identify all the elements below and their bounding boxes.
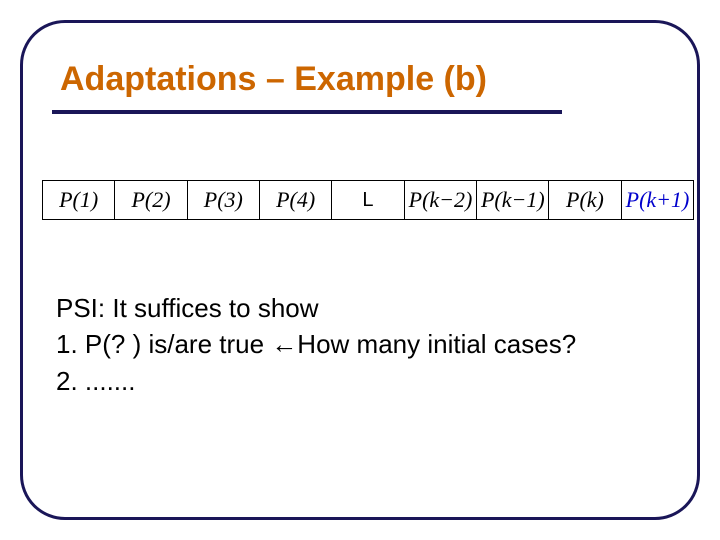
- body-line-3: 2. .......: [56, 363, 664, 399]
- cell-pk: P(k): [549, 181, 621, 220]
- body-line-1: PSI: It suffices to show: [56, 290, 664, 326]
- table-row: P(1) P(2) P(3) P(4) L P(k−2) P(k−1) P(k)…: [43, 181, 694, 220]
- body-text: PSI: It suffices to show 1. P(? ) is/are…: [56, 290, 664, 399]
- cell-p4: P(4): [259, 181, 331, 220]
- cell-pk-2: P(k−2): [404, 181, 476, 220]
- cell-p1: P(1): [43, 181, 115, 220]
- title-underline: [52, 110, 562, 114]
- cell-pk+1: P(k+1): [621, 181, 693, 220]
- body-line-2: 1. P(? ) is/are true ←How many initial c…: [56, 326, 664, 362]
- cell-ellipsis: L: [332, 181, 404, 220]
- induction-table: P(1) P(2) P(3) P(4) L P(k−2) P(k−1) P(k)…: [42, 180, 694, 220]
- slide-title: Adaptations – Example (b): [60, 60, 487, 99]
- cell-pk-1: P(k−1): [476, 181, 548, 220]
- cell-p3: P(3): [187, 181, 259, 220]
- cell-p2: P(2): [115, 181, 187, 220]
